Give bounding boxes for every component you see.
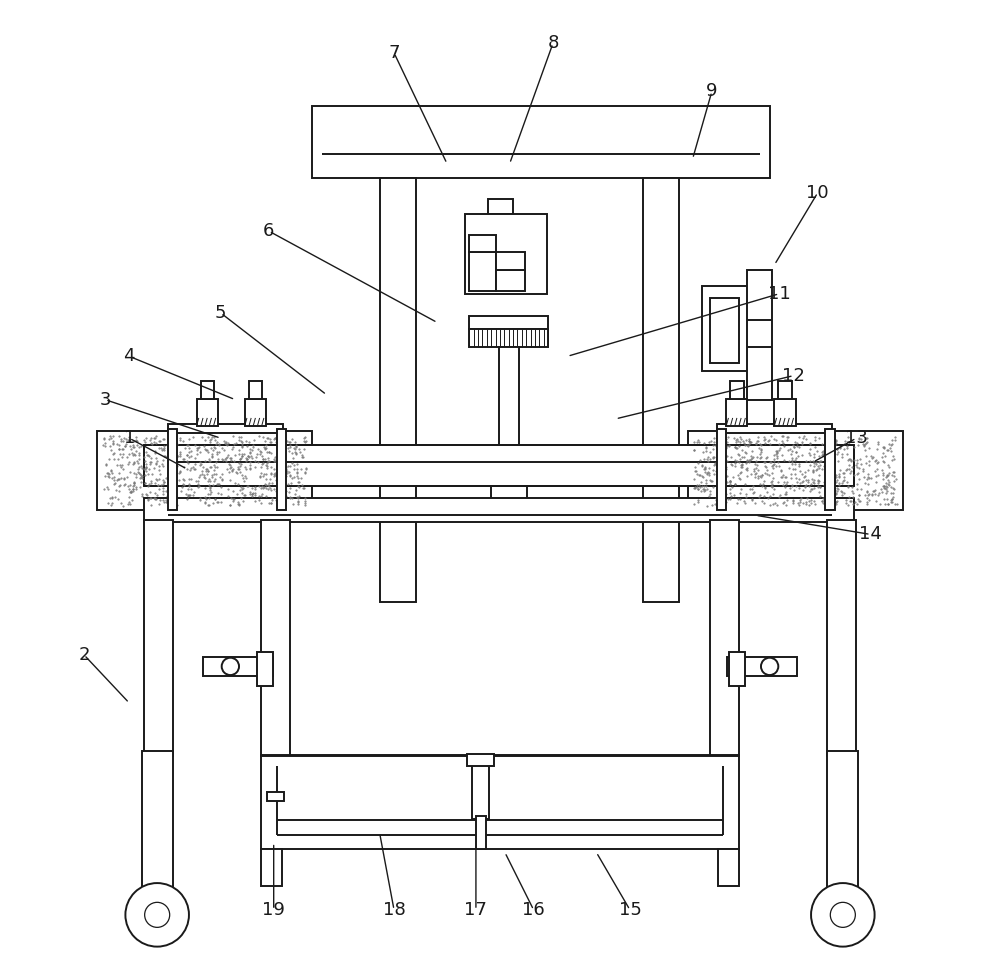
Bar	[380, 178, 416, 602]
Bar	[730, 381, 744, 399]
Circle shape	[222, 658, 239, 675]
Bar	[717, 424, 832, 433]
Bar	[469, 329, 548, 347]
Bar	[472, 756, 489, 819]
Bar	[277, 429, 286, 510]
Text: 1: 1	[124, 429, 135, 447]
Text: 7: 7	[388, 44, 400, 62]
Circle shape	[125, 883, 189, 947]
Text: 13: 13	[845, 429, 868, 447]
Circle shape	[761, 658, 778, 675]
Bar	[825, 429, 835, 510]
Text: 8: 8	[547, 35, 559, 52]
Bar	[312, 106, 770, 178]
Bar	[747, 270, 772, 400]
Bar	[469, 252, 496, 291]
Text: 4: 4	[123, 348, 135, 365]
Bar	[778, 381, 792, 399]
Bar	[827, 520, 856, 756]
Bar	[727, 657, 797, 676]
Bar	[496, 270, 525, 291]
Bar	[827, 751, 858, 900]
Bar	[729, 652, 745, 686]
Bar	[718, 849, 739, 886]
Bar	[499, 347, 519, 482]
Bar	[726, 399, 747, 426]
Bar	[710, 520, 739, 756]
Bar	[142, 751, 173, 900]
Bar	[261, 849, 282, 886]
Text: 2: 2	[78, 646, 90, 664]
Text: 12: 12	[782, 367, 805, 384]
Circle shape	[145, 902, 170, 927]
Bar	[144, 520, 173, 756]
Bar	[717, 429, 726, 510]
Bar	[97, 431, 312, 510]
Bar	[491, 483, 527, 503]
Bar	[465, 214, 547, 294]
Bar	[144, 498, 854, 522]
Bar	[467, 754, 494, 766]
Bar	[249, 381, 262, 399]
Bar	[261, 755, 739, 849]
Text: 9: 9	[706, 83, 718, 100]
Bar	[476, 816, 486, 849]
Bar	[261, 520, 290, 756]
Text: 14: 14	[859, 526, 882, 543]
Text: 15: 15	[619, 901, 641, 919]
Circle shape	[830, 902, 855, 927]
Text: 17: 17	[464, 901, 487, 919]
Bar	[710, 298, 739, 363]
Bar	[488, 199, 513, 214]
Bar	[144, 445, 854, 486]
Bar	[245, 399, 266, 426]
Bar	[688, 431, 903, 510]
Bar	[203, 657, 273, 676]
Text: 5: 5	[215, 304, 226, 322]
Text: 11: 11	[768, 285, 791, 302]
Bar	[168, 429, 177, 510]
Circle shape	[811, 883, 875, 947]
Bar	[774, 399, 796, 426]
Bar	[257, 652, 273, 686]
Text: 19: 19	[262, 901, 285, 919]
Bar	[197, 399, 218, 426]
Text: 16: 16	[522, 901, 545, 919]
Text: 6: 6	[263, 222, 275, 240]
Bar	[643, 178, 679, 602]
Bar	[499, 501, 519, 512]
Bar	[267, 792, 284, 801]
Text: 10: 10	[806, 184, 829, 201]
Bar	[496, 252, 525, 270]
Bar	[469, 235, 496, 252]
Bar	[168, 424, 283, 433]
Bar	[702, 286, 748, 371]
Text: 18: 18	[383, 901, 405, 919]
Bar	[469, 316, 548, 329]
Text: 3: 3	[99, 391, 111, 408]
Bar	[201, 381, 214, 399]
